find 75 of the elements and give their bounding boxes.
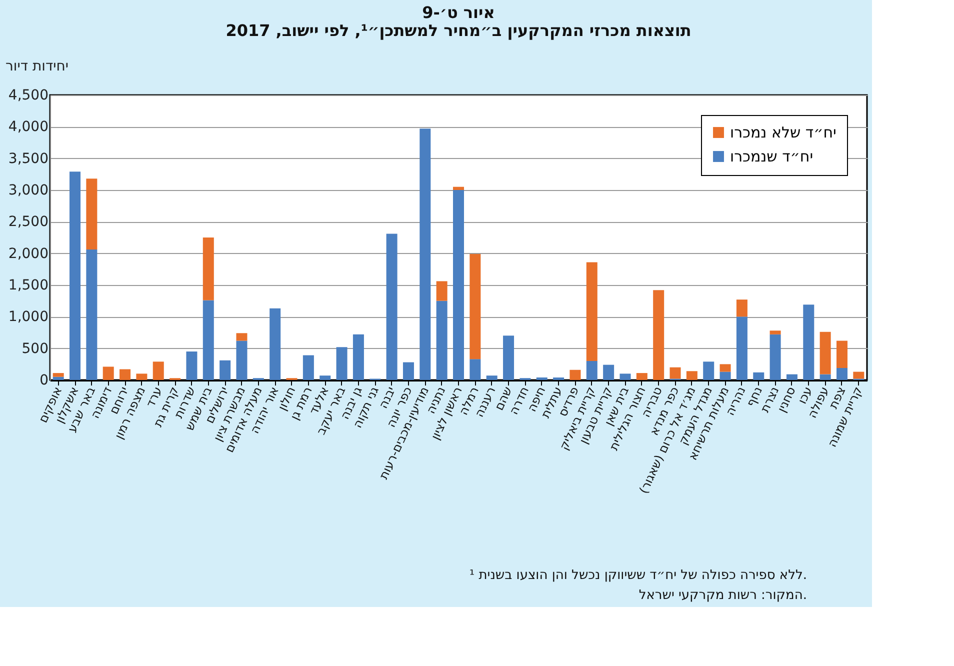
bar <box>302 355 314 380</box>
bar <box>436 300 448 380</box>
bar <box>820 374 831 380</box>
x-tick-label: עכו <box>795 384 815 406</box>
bar <box>636 373 648 380</box>
legend-label: יח״ד שנמכרו <box>730 148 814 166</box>
y-tick-label: 4,500 <box>8 88 48 104</box>
bar <box>202 238 214 300</box>
text: איור ט׳-9 <box>422 3 495 22</box>
bar <box>436 281 448 301</box>
bar <box>736 300 748 317</box>
y-tick-label: 1,000 <box>8 309 48 326</box>
bar <box>586 262 598 361</box>
bar <box>586 361 598 380</box>
bar <box>186 352 198 380</box>
bar <box>803 304 814 380</box>
bar <box>820 332 831 374</box>
bar <box>320 376 331 380</box>
y-tick-label: 2,500 <box>8 214 48 230</box>
bar <box>670 367 681 379</box>
y-tick-label: 0 <box>40 372 48 388</box>
bar <box>553 377 564 380</box>
bar <box>703 362 714 380</box>
bar <box>120 369 131 380</box>
bar <box>236 333 248 341</box>
bar <box>720 372 731 380</box>
y-tick-label: 3,000 <box>8 182 48 198</box>
bar <box>686 371 698 380</box>
bar <box>402 362 414 380</box>
bar <box>753 372 764 380</box>
bar <box>653 290 664 380</box>
y-tick-label: 4,000 <box>8 119 48 136</box>
bar <box>386 234 398 380</box>
text: תוצאות מכרזי המקרקעין ב״מחיר למשתכן״¹, לפי יישוב, 2017 <box>226 21 692 40</box>
bar <box>136 374 148 380</box>
bar <box>52 373 64 377</box>
y-tick-label: 3,500 <box>8 150 48 167</box>
bar <box>836 368 848 380</box>
bar <box>770 330 781 334</box>
legend-label: יח״ד שלא נמכרו <box>730 124 836 142</box>
bar <box>853 372 864 379</box>
y-tick-label: 500 <box>22 340 48 357</box>
bar <box>270 308 281 380</box>
bar <box>836 340 848 368</box>
bar <box>86 250 98 380</box>
y-axis-title: יחידות דיור <box>6 58 69 74</box>
bar <box>52 376 64 380</box>
bar <box>603 364 614 380</box>
bar <box>486 376 498 380</box>
bar <box>786 374 798 380</box>
bar <box>70 172 81 380</box>
bar <box>736 316 748 380</box>
bar <box>770 334 781 380</box>
y-tick-label: 1,500 <box>8 278 48 294</box>
bar <box>236 340 248 380</box>
bar <box>503 336 514 380</box>
bar <box>470 254 481 360</box>
bar <box>453 186 464 190</box>
bar <box>536 377 548 380</box>
bar <box>620 374 631 380</box>
bar <box>152 362 164 380</box>
bar <box>102 366 114 380</box>
bar <box>720 364 731 372</box>
y-tick-label: 2,000 <box>8 246 48 262</box>
text: ¹ ללא ספירה כפולה של יח״ד ששיווקן נכשל והן הוצעו בשנית. <box>469 568 807 583</box>
bar <box>352 334 364 380</box>
bar <box>420 128 431 380</box>
bar <box>220 360 231 380</box>
bar <box>336 347 348 380</box>
bar <box>202 300 214 380</box>
text: המקור: רשות מקרקעי ישראל. <box>638 588 807 603</box>
bar <box>453 190 464 380</box>
bar <box>86 178 98 250</box>
bar <box>570 370 581 380</box>
bar <box>470 359 481 380</box>
